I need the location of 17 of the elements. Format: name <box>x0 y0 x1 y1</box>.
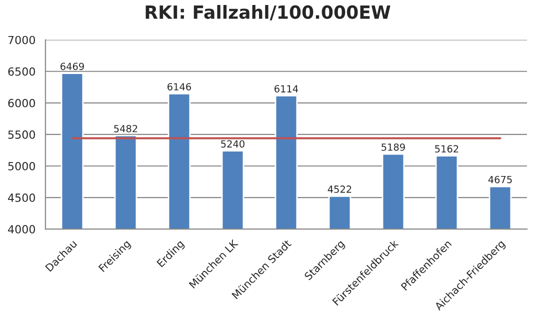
data-label: 4675 <box>488 176 512 184</box>
data-label: 5189 <box>382 143 405 151</box>
y-tick-label: 6000 <box>8 98 36 108</box>
y-tick-label: 6500 <box>8 67 36 76</box>
y-tick-label: 4500 <box>8 194 36 202</box>
y-tick-label: 7000 <box>8 36 36 44</box>
data-label: 6469 <box>60 62 84 70</box>
data-label: 6114 <box>274 85 298 92</box>
chart-title: RKI: Fallzahl/100.000EW <box>146 4 390 20</box>
data-label: 4522 <box>328 186 352 193</box>
data-label: 6146 <box>168 83 191 90</box>
data-label: 5240 <box>221 140 244 148</box>
y-tick-label: 5000 <box>8 162 36 170</box>
data-label: 5162 <box>435 145 458 153</box>
y-tick-label: 4000 <box>8 225 36 234</box>
y-tick-label: 5500 <box>8 130 36 139</box>
data-label: 5482 <box>114 124 138 132</box>
